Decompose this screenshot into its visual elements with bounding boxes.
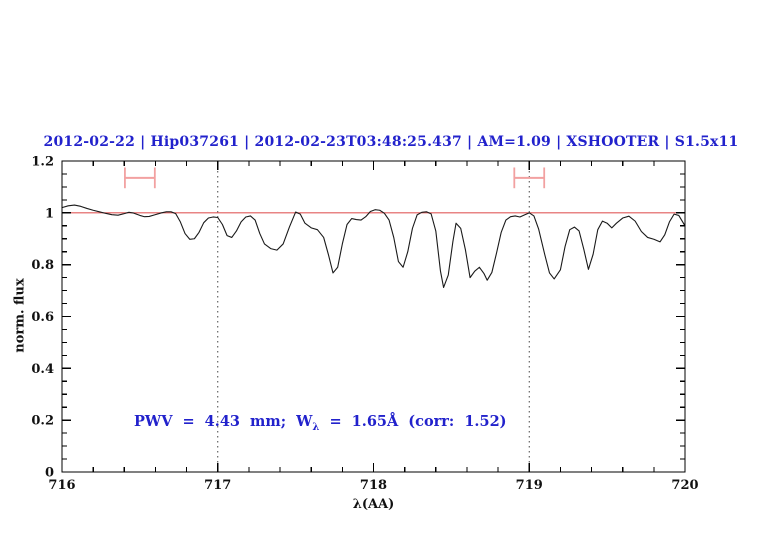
range-markers [124, 167, 546, 189]
y-axis-label: norm. flux [12, 278, 28, 353]
x-tick-label: 719 [516, 478, 543, 493]
x-tick-label: 718 [360, 478, 387, 493]
y-tick-label: 0.4 [31, 362, 54, 377]
axis-ticks [61, 160, 686, 473]
plot-title: 2012-02-22 | Hip037261 | 2012-02-23T03:4… [43, 134, 739, 150]
y-tick-label: 0.8 [31, 258, 54, 273]
y-tick-label: 0 [45, 466, 54, 481]
pwv-annotation-value-text: = 1.65Å (corr: 1.52) [319, 413, 507, 430]
y-tick-label: 1.2 [31, 155, 54, 170]
x-axis-label: λ(AA) [352, 497, 395, 512]
pwv-annotation: PWV = 4.43 mm; Wλ = 1.65Å (corr: 1.52) [134, 413, 507, 433]
pwv-annotation-text: PWV = 4.43 mm; W [134, 413, 313, 430]
x-tick-label: 720 [671, 478, 698, 493]
x-tick-label: 716 [48, 478, 75, 493]
x-tick-label: 717 [204, 478, 231, 493]
spectrum-line [61, 204, 686, 289]
tick-labels: 716 717 718 719 720 0 0.2 0.4 0.6 0.8 1 1.2 [31, 155, 698, 494]
y-tick-label: 0.2 [31, 414, 54, 429]
y-tick-label: 1 [45, 206, 54, 221]
pwv-annotation-lambda-subscript: λ [312, 421, 320, 433]
dotted-guide-lines [217, 161, 530, 472]
y-tick-label: 0.6 [31, 310, 54, 325]
